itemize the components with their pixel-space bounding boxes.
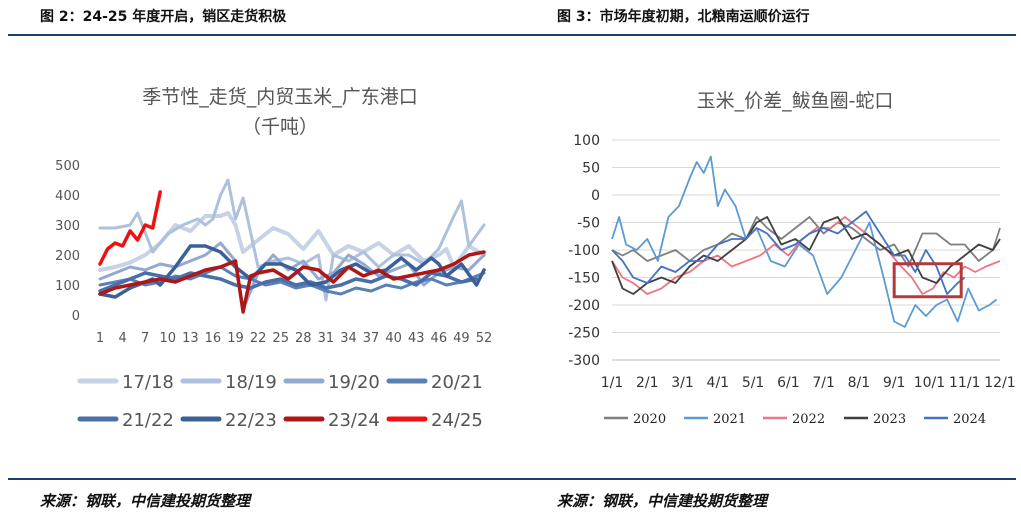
left-x-tick-1: 1 (96, 331, 104, 346)
left-x-tick-25: 25 (272, 331, 289, 346)
figure-2-caption: 图 2：24-25 年度开启，销区走货积极 (40, 9, 287, 25)
left-x-tick-13: 13 (182, 331, 199, 346)
left-x-tick-46: 46 (431, 331, 448, 346)
right-y-tick-0: 0 (591, 188, 600, 204)
right-y-tick--200: -200 (568, 298, 600, 314)
left-series-line-24-25 (98, 190, 162, 266)
right-x-tick-9-1: 9/1 (883, 375, 906, 391)
left-x-tick-28: 28 (295, 331, 312, 346)
left-y-tick-300: 300 (55, 219, 80, 234)
left-x-tick-7: 7 (141, 331, 149, 346)
left-x-tick-31: 31 (318, 331, 335, 346)
right-x-tick-8-1: 8/1 (848, 375, 871, 391)
right-legend-label-2024: 2024 (953, 412, 986, 427)
right-x-tick-10-1: 10/1 (914, 375, 945, 391)
right-legend-label-2020: 2020 (633, 412, 666, 427)
right-series-line-2023 (611, 216, 1001, 295)
right-x-tick-5-1: 5/1 (742, 375, 765, 391)
right-y-tick--300: -300 (568, 353, 600, 369)
right-y-tick--250: -250 (568, 326, 600, 342)
left-legend-label-21-22: 21/22 (122, 410, 174, 431)
left-y-tick-500: 500 (55, 159, 80, 174)
right-x-tick-1-1: 1/1 (601, 375, 624, 391)
right-x-tick-6-1: 6/1 (777, 375, 800, 391)
right-y-tick--50: -50 (577, 216, 600, 232)
right-y-tick-100: 100 (573, 133, 600, 149)
source-note-left: 来源：钢联，中信建投期货整理 (40, 492, 251, 510)
left-x-tick-19: 19 (227, 331, 244, 346)
left-legend-label-23-24: 23/24 (328, 410, 380, 431)
right-x-tick-2-1: 2/1 (636, 375, 659, 391)
right-series-line-2022 (611, 216, 1001, 295)
left-x-tick-16: 16 (205, 331, 222, 346)
right-y-tick--100: -100 (568, 243, 600, 259)
left-series-line-22-23 (98, 244, 486, 299)
left-series-line-18-19 (98, 178, 486, 302)
left-y-tick-400: 400 (55, 189, 80, 204)
right-legend-label-2022: 2022 (792, 412, 825, 427)
left-legend-label-17-18: 17/18 (122, 372, 174, 393)
left-x-tick-34: 34 (340, 331, 357, 346)
left-legend-label-22-23: 22/23 (225, 410, 277, 431)
right-series-line-2021 (611, 155, 998, 328)
left-legend-label-24-25: 24/25 (431, 410, 483, 431)
left-x-tick-4: 4 (118, 331, 126, 346)
right-x-tick-12-1: 12/1 (984, 375, 1015, 391)
left-x-tick-37: 37 (363, 331, 380, 346)
right-x-tick-11-1: 11/1 (949, 375, 980, 391)
left-x-tick-43: 43 (408, 331, 425, 346)
left-x-tick-49: 49 (453, 331, 470, 346)
top-rule (8, 34, 1016, 36)
left-y-tick-0: 0 (72, 309, 80, 324)
bottom-rule (8, 478, 1016, 480)
left-chart: 0 100 200 300 400 500 1 4 7 10 13 16 19 22 25 28 31 34 37 4… (55, 159, 492, 431)
left-legend-label-18-19: 18/19 (225, 372, 277, 393)
left-chart-title: 季节性_走货_内贸玉米_广东港口 (142, 86, 418, 108)
left-legend-label-19-20: 19/20 (328, 372, 380, 393)
right-series-line-2020 (611, 216, 1001, 268)
left-x-tick-22: 22 (250, 331, 267, 346)
figure-3-caption: 图 3：市场年度初期，北粮南运顺价运行 (557, 9, 810, 25)
left-x-tick-10: 10 (159, 331, 176, 346)
left-x-tick-52: 52 (476, 331, 493, 346)
right-x-tick-7-1: 7/1 (812, 375, 835, 391)
left-series-line-23-24 (98, 250, 486, 314)
source-note-right: 来源：钢联，中信建投期货整理 (557, 492, 768, 510)
left-legend-label-20-21: 20/21 (431, 372, 483, 393)
left-series-line-19-20 (98, 241, 486, 311)
right-legend-label-2021: 2021 (713, 412, 746, 427)
left-y-tick-100: 100 (55, 279, 80, 294)
right-highlight-box (892, 262, 963, 299)
right-y-tick--150: -150 (568, 271, 600, 287)
left-chart-unit: （千吨） (242, 116, 318, 138)
right-chart-title: 玉米_价差_鲅鱼圈-蛇口 (697, 90, 894, 112)
left-series-line-21-22 (98, 271, 479, 293)
left-y-tick-200: 200 (55, 249, 80, 264)
right-x-tick-4-1: 4/1 (707, 375, 730, 391)
right-series-line-2024 (611, 210, 966, 295)
right-legend-label-2023: 2023 (873, 412, 906, 427)
right-y-tick-50: 50 (582, 161, 600, 177)
right-x-tick-3-1: 3/1 (671, 375, 694, 391)
left-x-tick-40: 40 (385, 331, 402, 346)
